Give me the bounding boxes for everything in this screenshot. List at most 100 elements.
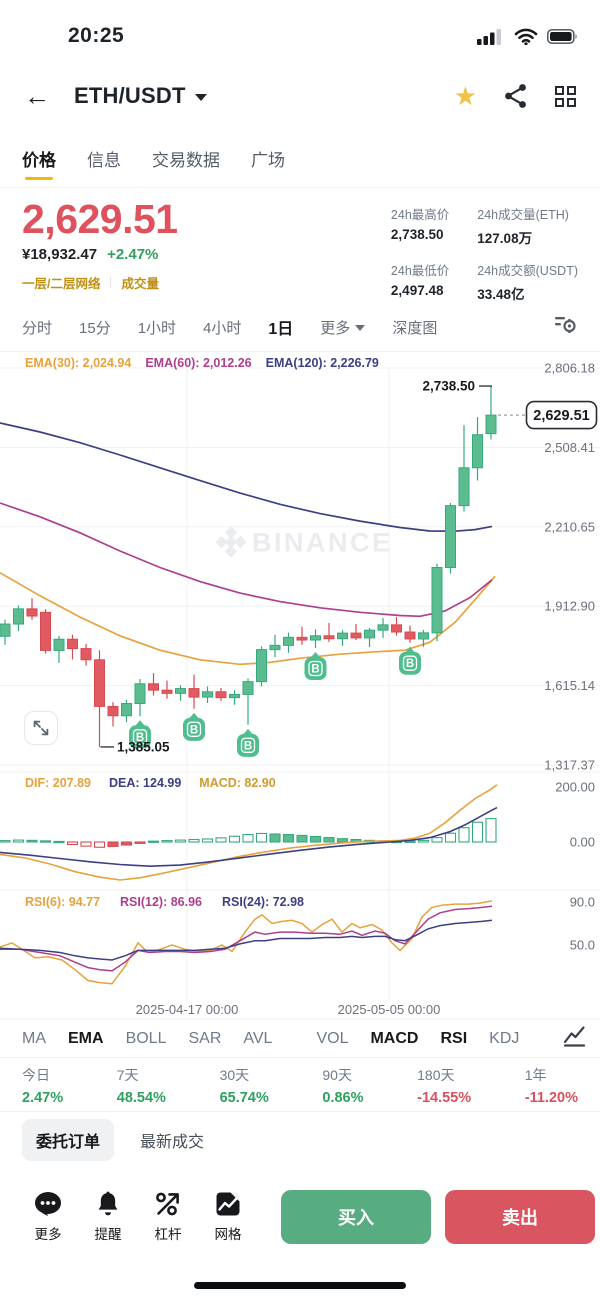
buy-marker-letter: B bbox=[190, 724, 198, 736]
candle-body bbox=[350, 632, 362, 639]
performance-value: 65.74% bbox=[219, 1090, 269, 1106]
macd-axis-label: 200.00 bbox=[555, 780, 595, 795]
back-arrow-icon[interactable]: ← bbox=[24, 81, 50, 111]
indicator-tab-MACD[interactable]: MACD bbox=[370, 1029, 419, 1047]
leverage-action[interactable]: 杠杆 bbox=[145, 1191, 191, 1243]
dif-line bbox=[0, 784, 498, 881]
candle-body bbox=[13, 608, 24, 625]
rsi6-line bbox=[0, 900, 493, 985]
tab-open-orders[interactable]: 委托订单 bbox=[22, 1119, 115, 1161]
performance-period: 90天 bbox=[322, 1067, 352, 1083]
indicator-tab-SAR[interactable]: SAR bbox=[188, 1029, 222, 1047]
page-title: ETH/USDT bbox=[74, 83, 186, 108]
ema60-line bbox=[0, 502, 493, 618]
indicator-tab-EMA[interactable]: EMA bbox=[68, 1029, 104, 1047]
macd-histogram-bar bbox=[80, 841, 92, 847]
ema30-line bbox=[0, 572, 496, 666]
dea-line bbox=[0, 806, 498, 868]
svg-text:BINANCE: BINANCE bbox=[252, 528, 393, 558]
more-label: 更多 bbox=[34, 1227, 62, 1242]
macd-histogram-bar bbox=[0, 840, 11, 843]
macd-histogram-bar bbox=[269, 833, 281, 843]
candle-body bbox=[134, 683, 146, 705]
indicator-tab-VOL[interactable]: VOL bbox=[316, 1029, 349, 1047]
bottom-action-bar: 更多 提醒 杠杆 网格 买入 卖出 bbox=[0, 1190, 600, 1244]
layout-grid-icon[interactable] bbox=[555, 85, 576, 107]
stat-label: 24h最高价 bbox=[390, 208, 450, 222]
candle-body bbox=[445, 505, 456, 569]
macd-histogram-bar bbox=[323, 837, 335, 843]
tab-广场[interactable]: 广场 bbox=[251, 151, 285, 170]
macd-histogram-bar bbox=[485, 818, 497, 843]
buy-marker-letter: B bbox=[136, 732, 144, 744]
macd-histogram-bar bbox=[66, 841, 79, 846]
buy-button[interactable]: 买入 bbox=[281, 1190, 431, 1244]
candle-body bbox=[107, 705, 119, 717]
indicator-tab-AVL[interactable]: AVL bbox=[243, 1029, 273, 1047]
macd-histogram-bar bbox=[336, 838, 349, 843]
favorite-star-icon[interactable]: ★ bbox=[453, 81, 477, 111]
legend-label: EMA(60): 2,012.26 bbox=[145, 356, 252, 370]
buy-marker-letter: B bbox=[406, 658, 414, 670]
alert-action[interactable]: 提醒 bbox=[85, 1191, 131, 1243]
price-change-percent: +2.47% bbox=[107, 246, 159, 263]
category-tag-network[interactable]: 一层/二层网络 bbox=[22, 277, 101, 291]
buy-marker-letter: B bbox=[311, 664, 319, 676]
timeframe-深度图[interactable]: 深度图 bbox=[392, 319, 438, 337]
grid-label: 网格 bbox=[214, 1227, 242, 1242]
leverage-label: 杠杆 bbox=[154, 1227, 182, 1242]
legend-label: DIF: 207.89 bbox=[25, 776, 92, 790]
candle-body bbox=[323, 635, 335, 640]
indicator-tab-MA[interactable]: MA bbox=[22, 1029, 46, 1047]
chart-canvas[interactable]: BINANCE B B B B B 2,738.50 1,385.05 2,629.51 2,80… bbox=[0, 352, 600, 1020]
macd-histogram-bar bbox=[12, 839, 25, 843]
more-action[interactable]: 更多 bbox=[25, 1191, 71, 1243]
timeframe-更多[interactable]: 更多 bbox=[320, 317, 366, 338]
tab-信息[interactable]: 信息 bbox=[87, 151, 121, 170]
timeframe-15分[interactable]: 15分 bbox=[79, 319, 111, 337]
performance-item: 30天 65.74% bbox=[220, 1065, 269, 1111]
rsi-axis-label: 50.0 bbox=[570, 938, 595, 953]
buy-marker-frame bbox=[132, 729, 148, 745]
kline-chart[interactable]: BINANCE B B B B B 2,738.50 1,385.05 2,629.51 2,80… bbox=[0, 352, 600, 1020]
grid-trading-icon bbox=[216, 1192, 240, 1216]
low-price-label: 1,385.05 bbox=[117, 739, 170, 754]
chart-settings-icon[interactable] bbox=[554, 314, 578, 341]
performance-value: 0.86% bbox=[322, 1090, 364, 1106]
indicator-tab-RSI[interactable]: RSI bbox=[440, 1029, 468, 1047]
chart-style-icon[interactable] bbox=[563, 1025, 586, 1052]
timeframe-1日[interactable]: 1日 bbox=[268, 321, 294, 338]
legend-label: DEA: 124.99 bbox=[109, 776, 182, 790]
tab-交易数据[interactable]: 交易数据 bbox=[152, 151, 220, 170]
category-tag-volume[interactable]: 成交量 bbox=[121, 277, 159, 291]
timeframe-1小时[interactable]: 1小时 bbox=[137, 319, 177, 337]
macd-histogram-bar bbox=[147, 840, 160, 843]
performance-item: 今日 2.47% bbox=[22, 1065, 63, 1111]
share-icon[interactable] bbox=[504, 83, 528, 109]
grid-bot-action[interactable]: 网格 bbox=[205, 1191, 251, 1243]
expand-chart-button[interactable] bbox=[24, 711, 58, 745]
price-axis-label: 2,806.18 bbox=[544, 361, 595, 376]
timeframe-分时[interactable]: 分时 bbox=[22, 319, 53, 337]
macd-histogram-bar bbox=[458, 827, 470, 843]
candle-body bbox=[269, 644, 281, 651]
indicator-tab-BOLL[interactable]: BOLL bbox=[125, 1029, 167, 1047]
candle-body bbox=[215, 691, 227, 699]
pair-selector[interactable]: ETH/USDT bbox=[74, 83, 207, 109]
candle-body bbox=[229, 693, 240, 699]
tab-价格[interactable]: 价格 bbox=[22, 130, 56, 187]
rsi24-line bbox=[0, 919, 493, 961]
more-bubble-icon bbox=[35, 1192, 61, 1216]
sell-button[interactable]: 卖出 bbox=[445, 1190, 595, 1244]
legend-label: EMA(30): 2,024.94 bbox=[25, 356, 132, 370]
buy-marker-letter: B bbox=[244, 740, 252, 752]
timeframe-4小时[interactable]: 4小时 bbox=[203, 319, 242, 337]
performance-value: -14.55% bbox=[417, 1090, 472, 1106]
home-indicator[interactable] bbox=[194, 1282, 406, 1289]
macd-histogram-bar bbox=[444, 832, 457, 843]
tab-recent-trades[interactable]: 最新成交 bbox=[140, 1134, 205, 1151]
candle-body bbox=[40, 611, 51, 651]
candle-body bbox=[26, 608, 38, 617]
indicator-tab-KDJ[interactable]: KDJ bbox=[489, 1029, 520, 1047]
buy-marker-frame bbox=[240, 737, 256, 753]
